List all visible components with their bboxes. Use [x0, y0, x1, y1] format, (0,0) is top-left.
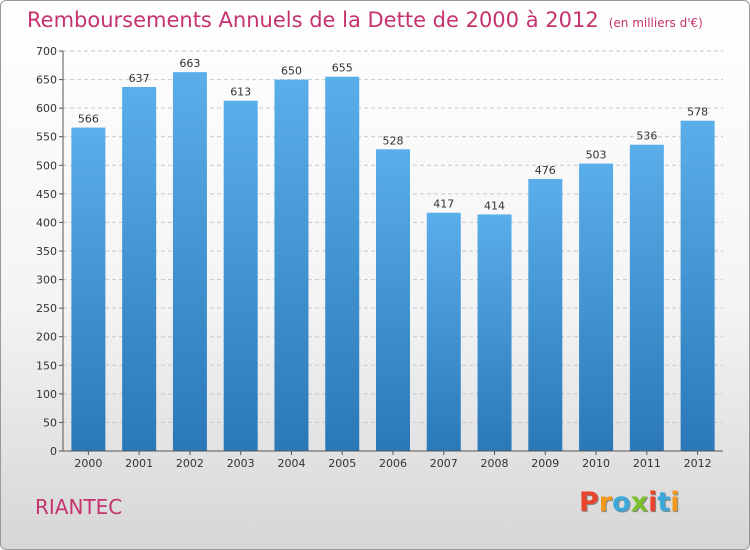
- bar-2006: [376, 149, 410, 452]
- chart-title-text: Remboursements Annuels de la Dette de 20…: [27, 8, 599, 32]
- x-tick-label: 2010: [582, 457, 610, 470]
- bar-value-label: 578: [687, 106, 708, 119]
- bar-2011: [629, 144, 664, 451]
- logo-letter: x: [630, 487, 649, 518]
- bar-2009: [528, 179, 563, 451]
- y-tick-label: 600: [36, 102, 57, 115]
- x-tick-label: 2000: [74, 457, 102, 470]
- bar-value-label: 476: [535, 164, 556, 177]
- bar-value-label: 655: [332, 62, 353, 75]
- bar-value-label: 528: [383, 134, 404, 147]
- bars: 566 637 663 613 650 655 528 417 414 476 503 536 578: [71, 57, 715, 452]
- chart-title: Remboursements Annuels de la Dette de 20…: [27, 8, 703, 32]
- axes: 0 50 100 150 200 250 300 350 400 450 500 550 600 650 7…: [36, 45, 723, 470]
- bar-value-label: 650: [281, 65, 302, 78]
- logo-letter: o: [612, 487, 631, 518]
- commune-name: RIANTEC: [35, 495, 123, 519]
- x-tick-label: 2002: [176, 457, 204, 470]
- logo-letter: r: [598, 487, 613, 518]
- bar-value-label: 566: [78, 113, 99, 126]
- y-tick-label: 350: [36, 245, 57, 258]
- logo-letter: P: [579, 487, 599, 518]
- y-tick-label: 450: [36, 188, 57, 201]
- x-tick-label: 2005: [328, 457, 356, 470]
- bar-2002: [172, 72, 207, 452]
- bar-2001: [122, 87, 157, 451]
- y-tick-label: 550: [36, 131, 57, 144]
- y-tick-label: 400: [36, 216, 57, 229]
- proxiti-logo: Proxiti: [579, 487, 680, 518]
- x-tick-label: 2009: [531, 457, 559, 470]
- y-tick-label: 200: [36, 331, 57, 344]
- logo-letter: i: [670, 487, 680, 518]
- bar-2003: [223, 100, 258, 451]
- bar-value-label: 536: [636, 130, 657, 143]
- y-tick-label: 500: [36, 159, 57, 172]
- bar-2008: [477, 214, 512, 451]
- bar-value-label: 417: [433, 198, 454, 211]
- bar-value-label: 503: [586, 149, 607, 162]
- bar-2000: [71, 127, 106, 452]
- bar-value-label: 414: [484, 199, 505, 212]
- chart-unit: (en milliers d'€): [608, 16, 703, 30]
- y-tick-label: 650: [36, 74, 57, 87]
- y-tick-label: 300: [36, 274, 57, 287]
- y-tick-label: 50: [43, 416, 57, 429]
- x-tick-label: 2004: [277, 457, 305, 470]
- y-tick-label: 150: [36, 359, 57, 372]
- y-tick-label: 0: [50, 445, 57, 458]
- bar-value-label: 663: [179, 57, 200, 70]
- logo-letter: i: [648, 487, 658, 518]
- bar-2007: [426, 212, 461, 451]
- x-tick-label: 2003: [227, 457, 255, 470]
- x-tick-label: 2012: [684, 457, 712, 470]
- bar-value-label: 613: [230, 86, 251, 99]
- y-tick-label: 700: [36, 45, 57, 58]
- x-tick-label: 2011: [633, 457, 661, 470]
- y-tick-label: 250: [36, 302, 57, 315]
- bar-2004: [274, 79, 309, 452]
- bar-2005: [325, 76, 360, 451]
- bar-2012: [680, 120, 715, 451]
- x-tick-label: 2006: [379, 457, 407, 470]
- y-tick-label: 100: [36, 388, 57, 401]
- x-tick-label: 2007: [430, 457, 458, 470]
- x-tick-label: 2001: [125, 457, 153, 470]
- logo-letter: t: [657, 487, 671, 518]
- bar-value-label: 637: [129, 72, 150, 85]
- x-tick-label: 2008: [481, 457, 509, 470]
- bar-2010: [579, 163, 614, 452]
